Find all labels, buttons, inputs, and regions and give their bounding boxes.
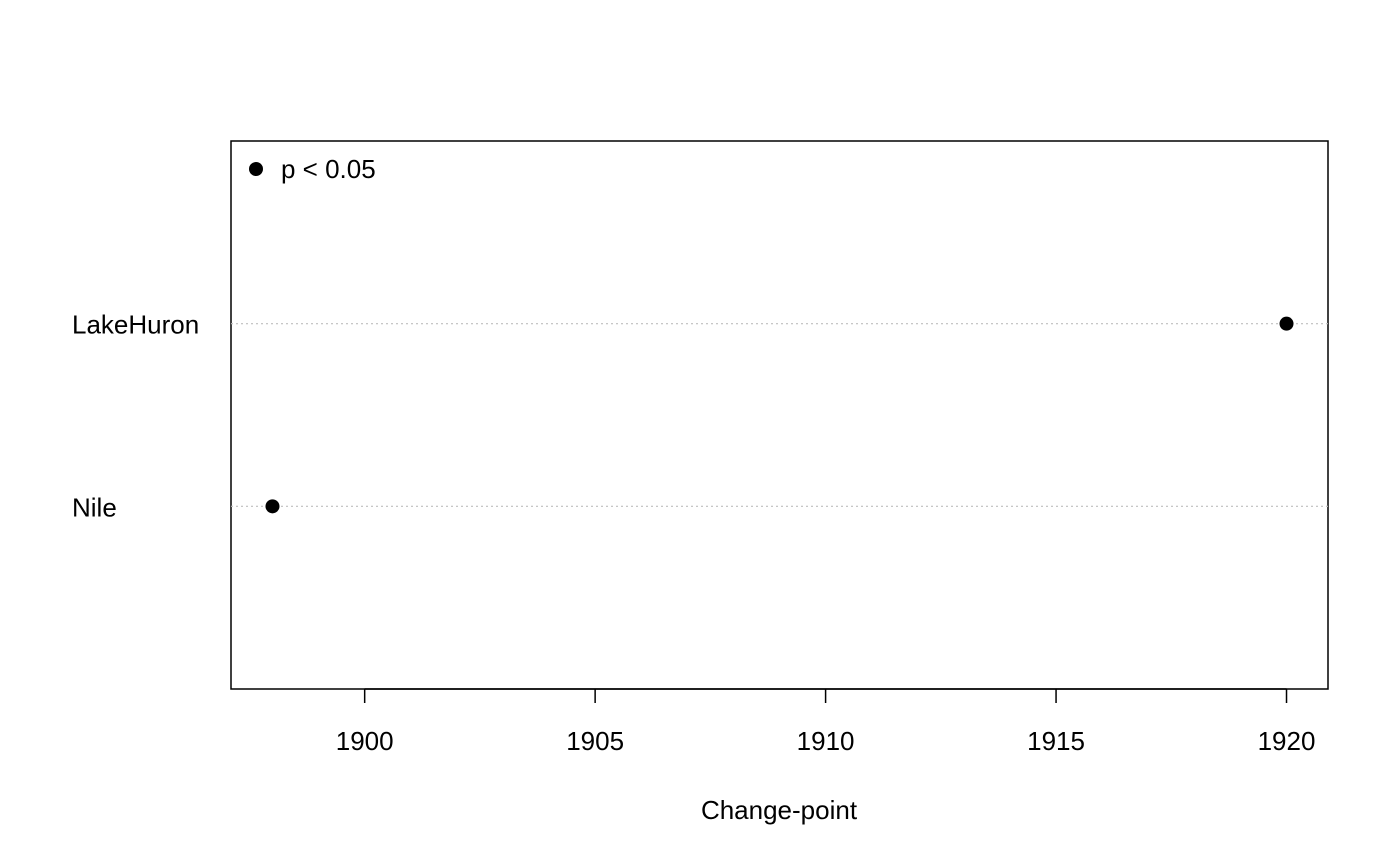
data-points [265, 316, 1294, 514]
legend: p < 0.05 [249, 154, 376, 184]
data-point-lakehuron [1279, 316, 1294, 331]
x-tick-label-1900: 1900 [336, 726, 394, 756]
plot-frame [230, 140, 1329, 690]
legend-label: p < 0.05 [281, 154, 376, 184]
x-axis-title: Change-point [701, 795, 858, 825]
data-point-nile [265, 499, 280, 514]
category-guides [231, 323, 1328, 507]
x-tick-label-1910: 1910 [797, 726, 855, 756]
category-label-nile: Nile [72, 492, 117, 522]
x-tick-label-1905: 1905 [566, 726, 624, 756]
category-label-lakehuron: LakeHuron [72, 310, 199, 340]
category-labels: LakeHuron Nile [72, 310, 199, 523]
x-axis: 1900 1905 1910 1915 1920 [336, 688, 1316, 756]
x-tick-label-1920: 1920 [1258, 726, 1316, 756]
legend-marker [249, 162, 263, 176]
x-tick-label-1915: 1915 [1027, 726, 1085, 756]
